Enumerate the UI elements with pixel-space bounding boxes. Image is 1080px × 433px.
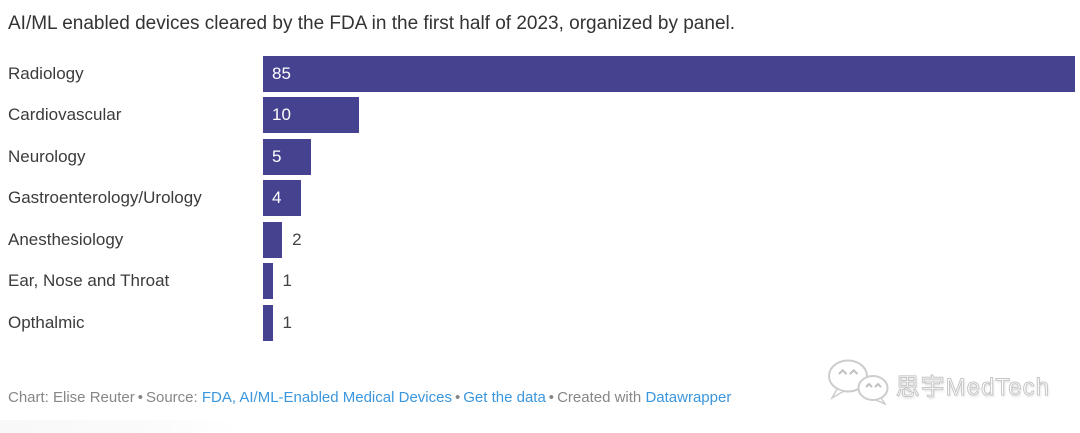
get-the-data-link[interactable]: Get the data xyxy=(463,389,546,406)
chart-title: AI/ML enabled devices cleared by the FDA… xyxy=(8,13,736,34)
bar-value-label: 5 xyxy=(272,146,282,166)
bar-value-label: 85 xyxy=(272,63,291,83)
bar: 10 xyxy=(263,97,359,134)
footer: Chart: Elise Reuter • Source: FDA, AI/ML-E… xyxy=(8,389,731,406)
footer-separator: • xyxy=(548,389,555,406)
chart-row: Anesthesiology 2 xyxy=(8,219,1075,261)
category-label: Cardiovascular xyxy=(8,105,122,125)
chart-row: Neurology 5 xyxy=(8,136,1075,178)
footer-source-label: Source: xyxy=(145,389,198,406)
bar-track: 1 xyxy=(263,304,1075,341)
bar-value-label: 1 xyxy=(282,271,293,291)
chart-row: Ear, Nose and Throat 1 xyxy=(8,261,1075,303)
bar-track: 2 xyxy=(263,221,1075,258)
footer-credit: Chart: Elise Reuter xyxy=(8,389,135,406)
bar-track: 85 xyxy=(263,55,1075,92)
footer-created-with: Created with xyxy=(557,389,642,406)
category-label: Radiology xyxy=(8,63,84,83)
chart-row: Opthalmic 1 xyxy=(8,302,1075,344)
bar-value-label: 1 xyxy=(282,312,293,332)
bar-track: 1 xyxy=(263,263,1075,300)
category-label: Anesthesiology xyxy=(8,229,124,249)
bar-value-label: 2 xyxy=(292,229,302,249)
bar-value-label: 10 xyxy=(272,105,291,125)
category-label: Ear, Nose and Throat xyxy=(8,271,170,291)
chart-row: Radiology 85 xyxy=(8,53,1075,95)
source-link[interactable]: FDA, AI/ML-Enabled Medical Devices xyxy=(201,389,452,406)
wechat-icon xyxy=(827,359,889,405)
chart-row: Gastroenterology/Urology 4 xyxy=(8,178,1075,220)
footer-separator: • xyxy=(454,389,461,406)
bar: 85 xyxy=(263,55,1075,92)
category-label: Gastroenterology/Urology xyxy=(8,188,202,208)
category-label: Neurology xyxy=(8,146,86,166)
bar-track: 5 xyxy=(263,138,1075,175)
bar-track: 10 xyxy=(263,97,1075,134)
bar: 4 xyxy=(263,180,302,217)
bar xyxy=(263,304,273,341)
background-smudge xyxy=(0,420,235,433)
bar-value-label: 4 xyxy=(272,188,282,208)
bar xyxy=(263,263,273,300)
footer-separator: • xyxy=(137,389,143,406)
bar-track: 4 xyxy=(263,180,1075,217)
watermark-text: 思宇MedTech xyxy=(895,374,1050,402)
chart-row: Cardiovascular 10 xyxy=(8,95,1075,137)
bar xyxy=(263,221,283,258)
bar-chart: Radiology 85 Cardiovascular 10 Neurology 5 Gas… xyxy=(8,53,1075,344)
datawrapper-link[interactable]: Datawrapper xyxy=(645,389,732,406)
watermark: 思宇MedTech xyxy=(824,357,1050,405)
bar: 5 xyxy=(263,138,311,175)
category-label: Opthalmic xyxy=(8,312,85,332)
